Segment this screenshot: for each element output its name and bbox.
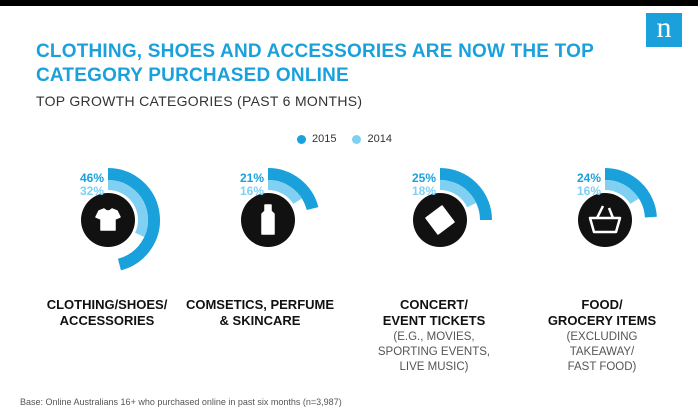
- legend-item-2014: 2014: [352, 133, 392, 145]
- bar-2015-clothing: [107, 168, 160, 271]
- ticket-icon: [425, 205, 455, 235]
- category-note-food: (EXCLUDING TAKEAWAY/ FAST FOOD): [566, 331, 638, 373]
- chart-title: CLOTHING, SHOES AND ACCESSORIES ARE NOW …: [36, 41, 594, 86]
- base-note: Base: Online Australians 16+ who purchas…: [20, 397, 342, 407]
- value-label-2014-tickets: 18%: [412, 184, 436, 198]
- category-label-tickets: CONCERT/ EVENT TICKETS: [382, 297, 486, 328]
- cosmetic-bottle-icon: [261, 204, 275, 235]
- tshirt-icon: [95, 208, 121, 231]
- bar-2014-tickets: [439, 180, 477, 208]
- category-label-cosmetics: COMSETICS, PERFUME & SKINCARE: [185, 297, 335, 328]
- legend-label-2015: 2015: [312, 133, 337, 145]
- value-label-2014-cosmetics: 16%: [240, 184, 264, 198]
- value-label-2015-tickets: 25%: [412, 171, 436, 185]
- basket-icon: [588, 205, 622, 234]
- category-label-food: FOOD/ GROCERY ITEMS: [547, 297, 657, 328]
- legend-item-2015: 2015: [297, 133, 336, 145]
- value-label-2015-food: 24%: [577, 171, 601, 185]
- bar-2014-clothing: [107, 180, 148, 238]
- nielsen-logo: n: [646, 13, 682, 47]
- chart-subtitle: TOP GROWTH CATEGORIES (PAST 6 MONTHS): [36, 93, 363, 109]
- bar-2015-tickets: [439, 168, 492, 221]
- food-icon-circle: [578, 193, 632, 247]
- legend-label-2014: 2014: [367, 133, 392, 145]
- value-label-2014-food: 16%: [577, 184, 601, 198]
- category-note-tickets: (E.G., MOVIES, SPORTING EVENTS, LIVE MUS…: [377, 331, 491, 373]
- category-label-clothing: CLOTHING/SHOES/ ACCESSORIES: [46, 297, 168, 328]
- bar-2014-cosmetics: [267, 180, 302, 205]
- radial-chart: 46%32%21%16%25%18%24%16%: [80, 168, 657, 271]
- value-label-2015-clothing: 46%: [80, 171, 104, 185]
- bar-2015-food: [604, 168, 657, 218]
- value-label-2015-cosmetics: 21%: [240, 171, 264, 185]
- legend-swatch-2015: [297, 134, 306, 144]
- value-label-2014-clothing: 32%: [80, 184, 104, 198]
- top-bar: [0, 0, 698, 6]
- legend-swatch-2014: [352, 134, 362, 144]
- legend: 2015 2014: [297, 133, 392, 145]
- bar-2015-cosmetics: [267, 168, 319, 211]
- bar-2014-food: [604, 180, 639, 205]
